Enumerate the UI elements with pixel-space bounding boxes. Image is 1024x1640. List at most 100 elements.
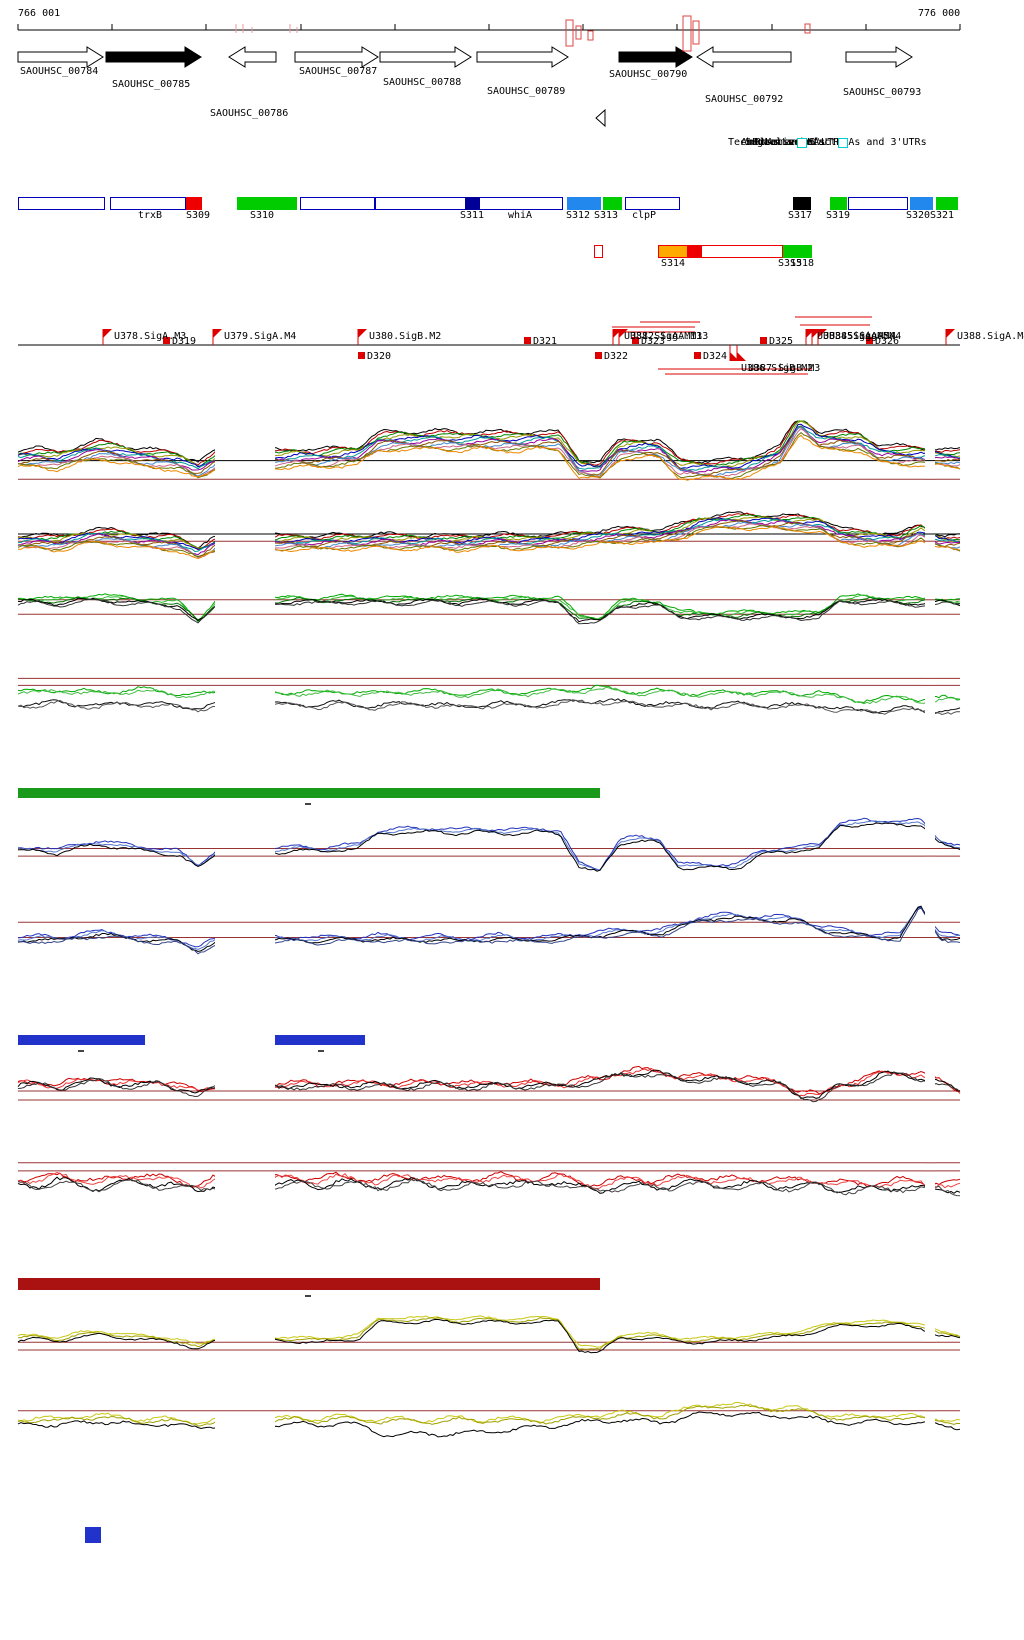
expression-line — [17, 1315, 961, 1348]
expression-green-set-b — [17, 668, 961, 726]
promoter-label: U385.SigA.M4 — [829, 331, 902, 342]
segment-box — [465, 197, 480, 210]
terminator-label: D319 — [172, 336, 197, 347]
coverage-gap — [925, 577, 935, 637]
gene-label: SAOUHSC_00789 — [487, 86, 566, 97]
expression-line — [17, 1065, 961, 1095]
coverage-gap — [215, 1150, 275, 1208]
terminator-mark — [163, 337, 170, 344]
bar-tick — [305, 803, 311, 805]
segment-box — [658, 245, 688, 258]
promoter-label: U388.SigA.M4 — [957, 331, 1024, 342]
artefact-box — [575, 25, 582, 40]
expression-line — [17, 517, 961, 550]
segment-box — [594, 245, 603, 258]
promoter-label: U381.SigA.M13 — [624, 331, 703, 342]
expression-line — [17, 699, 961, 716]
small-left-triangle-icon — [595, 108, 606, 128]
promoter-label: U379.SigA.M4 — [224, 331, 297, 342]
expression-line — [17, 1404, 961, 1427]
expression-line — [17, 822, 961, 872]
gene-track — [17, 46, 913, 68]
segment-box — [237, 197, 297, 210]
expression-line — [17, 598, 961, 625]
segment-label: clpP — [632, 210, 657, 221]
legend-label: Antisense RNAs — [741, 137, 826, 148]
expression-line — [17, 523, 961, 558]
segment-box — [701, 245, 783, 258]
gene-arrow — [379, 46, 472, 68]
gene-arrow — [17, 46, 104, 68]
expression-all-conditions-a — [17, 420, 961, 498]
terminator-mark — [760, 337, 767, 344]
coverage-gap — [215, 420, 275, 498]
promoter-label: U386.SigB.M2 — [741, 363, 814, 374]
promoter-label: U387.SigB.M3 — [748, 363, 821, 374]
promoter-flag-icon — [103, 329, 112, 338]
promoter-label: U380.SigB.M2 — [369, 331, 442, 342]
expression-yellow-set-b — [17, 1388, 961, 1448]
terminator-mark — [358, 352, 365, 359]
coverage-gap — [215, 503, 275, 575]
segment-box — [18, 197, 105, 210]
blue-bar-2 — [275, 1035, 365, 1045]
artefact-box — [587, 30, 594, 41]
bar-tick — [305, 1295, 311, 1297]
expression-line — [17, 434, 961, 481]
bar-tick — [318, 1050, 324, 1052]
segment-label: S318 — [790, 258, 815, 269]
green-bar — [18, 788, 600, 798]
segment-box — [567, 197, 601, 210]
promoter-flag-icon — [946, 329, 955, 338]
legend-label: Putative misc RNAs and 3'UTRs — [752, 137, 927, 148]
coverage-gap — [925, 1058, 935, 1118]
expression-line — [17, 526, 961, 560]
expression-line — [17, 905, 961, 951]
terminator-mark — [632, 337, 639, 344]
promoter-flag-icon — [619, 329, 628, 338]
expression-green-set-a — [17, 577, 961, 637]
gene-label: SAOUHSC_00785 — [112, 79, 191, 90]
gene-label: SAOUHSC_00788 — [383, 77, 462, 88]
segment-label: S317 — [788, 210, 813, 221]
coverage-gap — [215, 898, 275, 974]
terminator-label: D326 — [875, 336, 900, 347]
segment-label: trxB — [138, 210, 163, 221]
coverage-gap — [215, 577, 275, 637]
promoter-flag-icon — [213, 329, 222, 338]
terminator-label: D324 — [703, 351, 728, 362]
segment-box — [688, 245, 701, 258]
gene-label: SAOUHSC_00784 — [20, 66, 99, 77]
segment-label: S319 — [826, 210, 851, 221]
expression-line — [17, 817, 961, 871]
expression-line — [17, 596, 961, 621]
bar-tick — [78, 1050, 84, 1052]
expression-line — [17, 684, 961, 704]
expression-line — [17, 425, 961, 471]
expression-line — [17, 520, 961, 557]
promoter-label: U384.SigA.M4 — [823, 331, 896, 342]
expression-blue-set-b — [17, 898, 961, 974]
gene-label: SAOUHSC_00793 — [843, 87, 922, 98]
artefact-box — [682, 15, 692, 52]
terminator-mark — [595, 352, 602, 359]
segment-label: S315 — [778, 258, 803, 269]
expression-line — [17, 1318, 961, 1354]
gene-arrow — [228, 46, 277, 68]
coverage-gap — [925, 1150, 935, 1208]
gene-arrow — [105, 46, 202, 68]
legend-swatch — [838, 138, 848, 148]
expression-red-set-b — [17, 1150, 961, 1208]
expression-line — [17, 1171, 961, 1190]
segment-box — [936, 197, 958, 210]
expression-yellow-set-a — [17, 1312, 961, 1367]
promoter-flag-icon — [737, 352, 746, 361]
coverage-gap — [215, 812, 275, 888]
segment-box — [830, 197, 847, 210]
expression-line — [17, 906, 961, 948]
promoter-track — [18, 316, 960, 375]
segment-label: S312 — [566, 210, 591, 221]
coverage-gap — [215, 1312, 275, 1367]
coverage-gap — [925, 1388, 935, 1448]
